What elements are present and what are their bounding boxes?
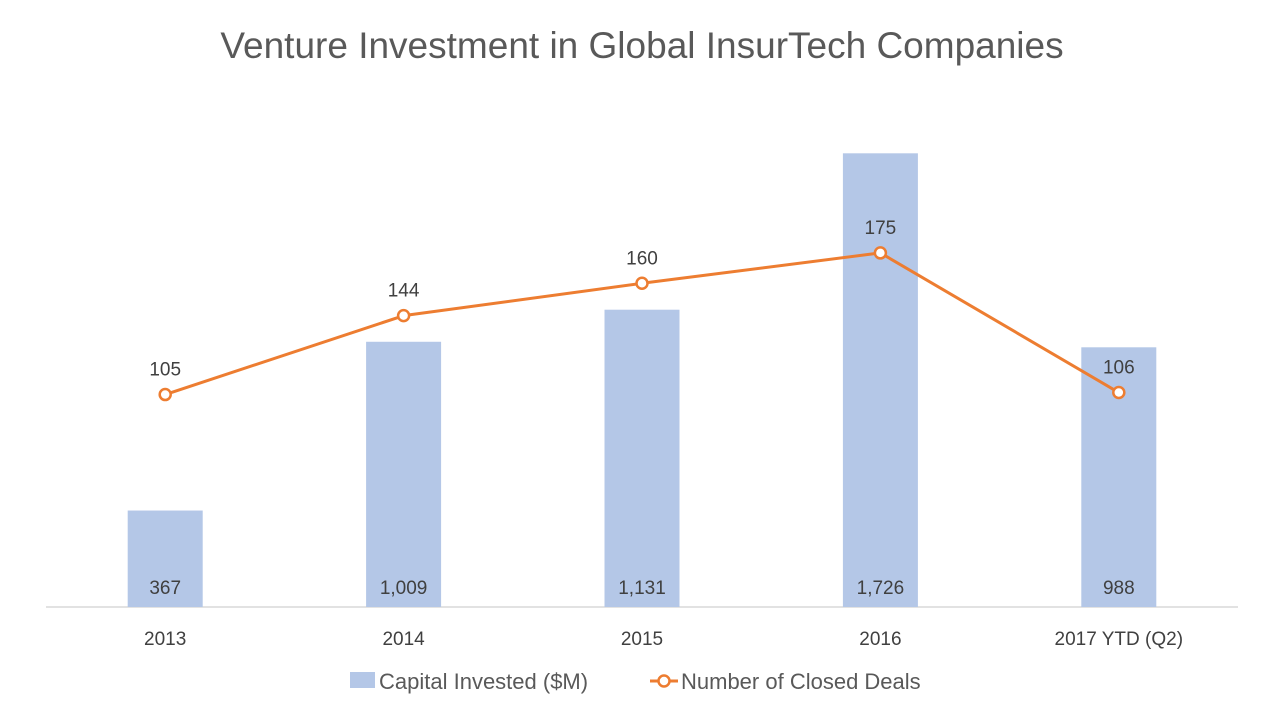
deals-value-label: 175 bbox=[865, 218, 897, 239]
bars-layer: 367 1,009 1,131 1,726 988 bbox=[127, 153, 1157, 607]
legend-swatch-capital bbox=[350, 672, 375, 688]
bar-value-label: 1,131 bbox=[618, 578, 666, 599]
legend-label-deals: Number of Closed Deals bbox=[681, 669, 921, 694]
bar-value-label: 988 bbox=[1103, 578, 1135, 599]
x-tick-label: 2013 bbox=[144, 629, 186, 650]
x-tick-label: 2014 bbox=[382, 629, 425, 650]
bar-2014 bbox=[366, 341, 442, 607]
deals-point bbox=[635, 276, 649, 291]
x-tick-label: 2017 YTD (Q2) bbox=[1055, 629, 1183, 650]
legend: Capital Invested ($M) Number of Closed De… bbox=[350, 669, 921, 694]
bar-value-label: 1,726 bbox=[857, 578, 905, 599]
deals-value-label: 105 bbox=[149, 360, 181, 381]
x-tick-label: 2016 bbox=[859, 629, 901, 650]
deals-point bbox=[1112, 385, 1126, 400]
bar-value-label: 367 bbox=[149, 578, 181, 599]
deals-point bbox=[873, 246, 888, 260]
legend-swatch-deals-marker bbox=[657, 674, 671, 688]
deals-value-label: 160 bbox=[626, 248, 658, 269]
bar-2013 bbox=[127, 510, 203, 607]
line-layer: 105 144 160 175 106 bbox=[149, 218, 1135, 402]
deals-value-label: 106 bbox=[1103, 358, 1135, 379]
bar-value-label: 1,009 bbox=[380, 578, 428, 599]
x-axis-ticks: 2013 2014 2015 2016 2017 YTD (Q2) bbox=[144, 629, 1183, 650]
legend-label-capital: Capital Invested ($M) bbox=[379, 669, 588, 694]
bar-2015 bbox=[604, 309, 680, 607]
chart-title: Venture Investment in Global InsurTech C… bbox=[220, 25, 1063, 66]
deals-value-label: 144 bbox=[388, 281, 420, 302]
bar-2016 bbox=[842, 153, 918, 607]
deals-point bbox=[158, 387, 172, 402]
x-tick-label: 2015 bbox=[621, 629, 663, 650]
deals-point bbox=[396, 308, 411, 323]
